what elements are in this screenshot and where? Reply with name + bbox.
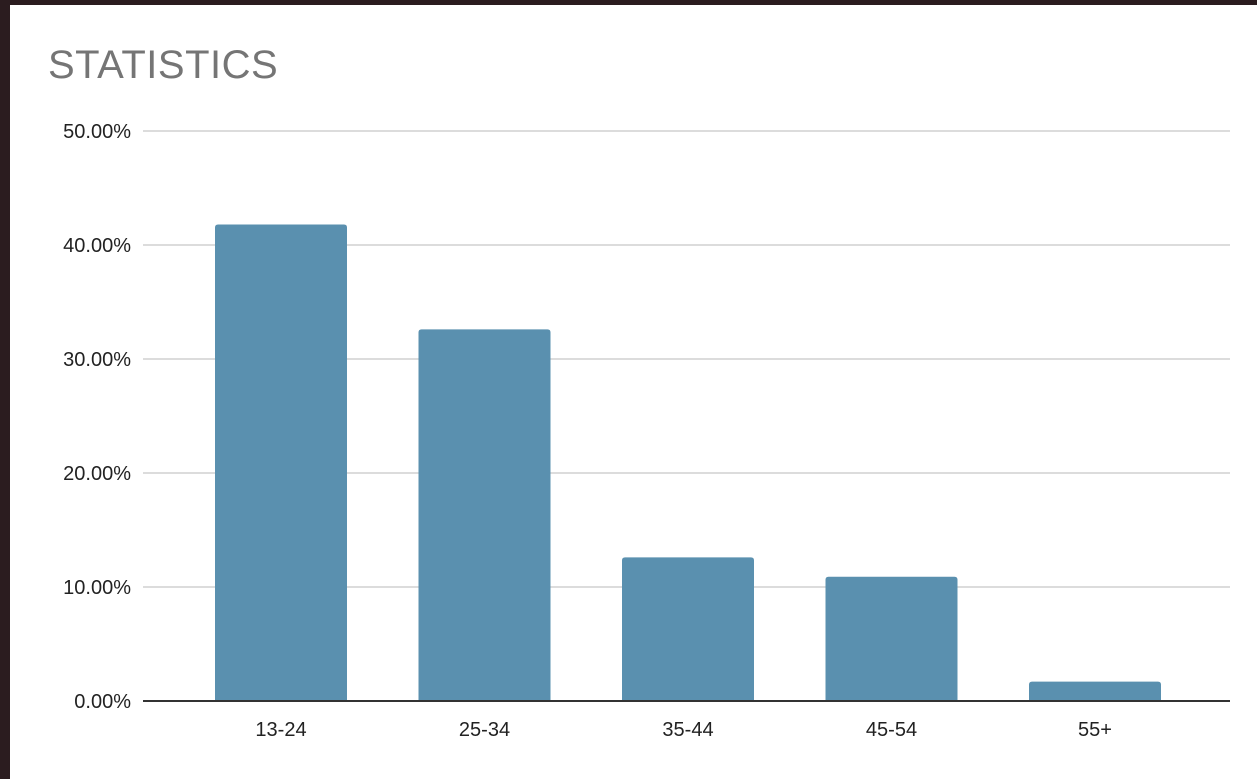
y-axis-tick-labels: 0.00% 10.00% 20.00% 30.00% 40.00% 50.00% <box>63 121 131 713</box>
x-axis-tick-labels: 13-24 25-34 35-44 45-54 55+ <box>255 719 1112 741</box>
y-tick-label: 20.00% <box>63 463 131 485</box>
bars <box>215 224 1161 702</box>
x-tick-label: 45-54 <box>866 719 917 741</box>
bar-55+ <box>1029 681 1161 701</box>
bar-45-54 <box>825 576 958 701</box>
x-tick-label: 25-34 <box>459 719 510 741</box>
bar-35-44 <box>622 557 754 701</box>
y-tick-label: 0.00% <box>74 691 131 713</box>
bar-13-24 <box>215 224 347 702</box>
bar-25-34 <box>418 329 551 701</box>
x-tick-label: 35-44 <box>662 719 713 741</box>
x-tick-label: 55+ <box>1078 719 1112 741</box>
y-tick-label: 40.00% <box>63 235 131 257</box>
bar-chart: 0.00% 10.00% 20.00% 30.00% 40.00% 50.00% 13-2… <box>63 121 1230 741</box>
y-tick-label: 10.00% <box>63 577 131 599</box>
chart-title: STATISTICS <box>48 43 279 87</box>
y-tick-label: 30.00% <box>63 349 131 371</box>
x-tick-label: 13-24 <box>255 719 306 741</box>
chart-card: STATISTICS 0.00% 10.00% 20.00% 30.00% 40.00%… <box>10 5 1257 779</box>
y-tick-label: 50.00% <box>63 121 131 143</box>
